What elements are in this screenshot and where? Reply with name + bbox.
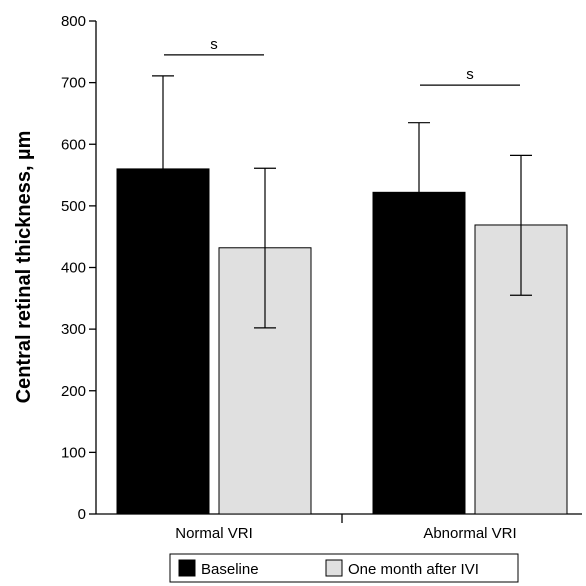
y-tick-label: 400 [61,260,86,277]
category-label: Normal VRI [175,525,253,542]
y-tick-label: 500 [61,198,86,215]
error-bars [152,75,532,329]
y-tick-label: 300 [61,321,86,338]
significance-label: s [210,36,218,53]
y-tick-label: 0 [78,506,86,523]
y-tick-label: 100 [61,444,86,461]
category-labels: Normal VRI Abnormal VRI [175,525,516,542]
legend-box [169,553,519,583]
y-tick-label: 800 [61,13,86,30]
y-axis-label: Central retinal thickness, µm [13,131,35,404]
bar-baseline-0 [116,168,210,515]
legend-swatch-baseline [178,559,196,577]
significance-markers: ss [164,36,520,86]
category-label: Abnormal VRI [423,525,516,542]
y-tick-label: 700 [61,75,86,92]
legend-label: Baseline [201,561,259,578]
bar-baseline-1 [372,191,466,515]
legend-swatch-one-month [325,559,343,577]
y-tick-label: 600 [61,136,86,153]
legend-label: One month after IVI [348,561,479,578]
significance-label: s [466,66,474,83]
bars [116,168,568,515]
legend: Baseline One month after IVI [169,553,519,583]
y-tick-label: 200 [61,383,86,400]
y-ticks: 0 100 200 300 400 500 600 700 800 [61,13,96,523]
